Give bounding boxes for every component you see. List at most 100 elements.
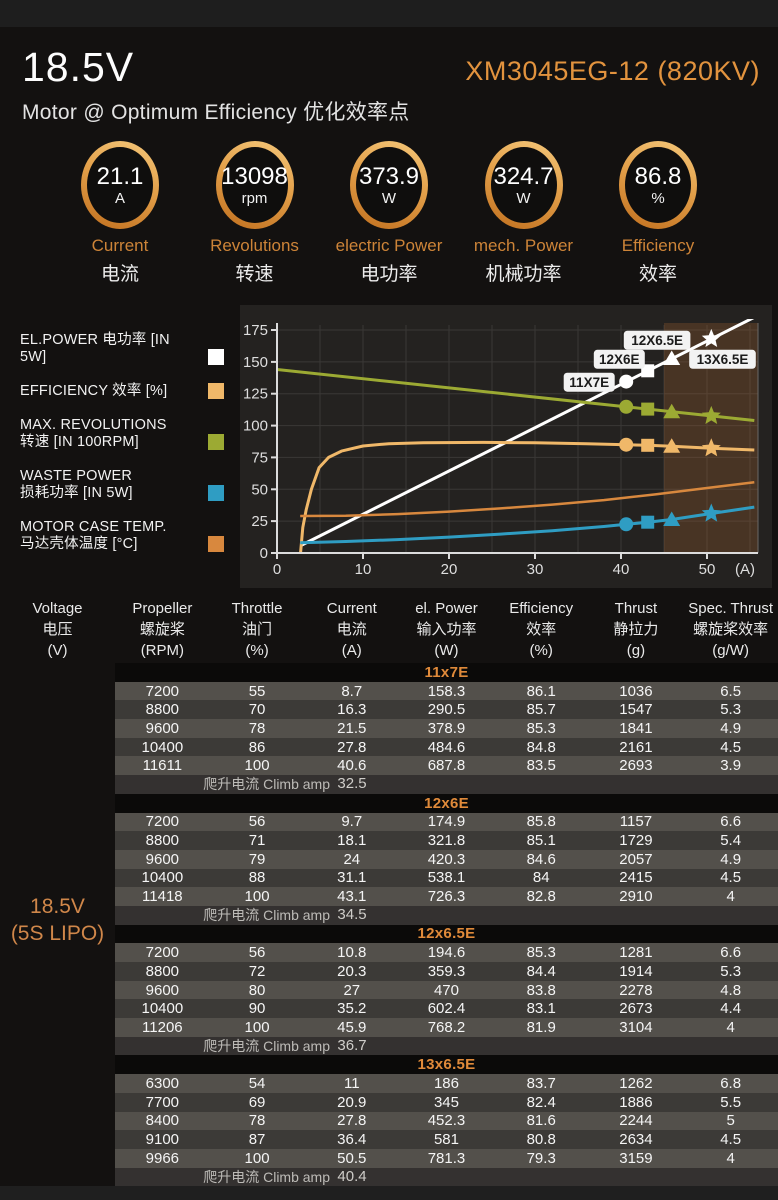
marker-triangle <box>663 350 681 365</box>
table-cell: 27.8 <box>337 738 367 756</box>
marker-circle <box>619 517 634 532</box>
table-cell: 11611 <box>142 757 183 775</box>
propeller-badge <box>689 349 756 369</box>
table-cell: 81.9 <box>526 1018 556 1036</box>
marker-circle <box>619 399 634 414</box>
table-row: 11206 100 45.9 768.2 81.9 3104 4 <box>115 1018 778 1037</box>
table-cell: 56 <box>248 944 266 962</box>
legend-item: EFFICIENCY 效率 [%] <box>20 383 224 400</box>
table-cell: 72 <box>248 962 266 980</box>
table-cell: 69 <box>248 1093 266 1111</box>
table-cell: 9966 <box>145 1149 180 1167</box>
table-cell: 1886 <box>619 1093 653 1111</box>
table-cell: 2244 <box>619 1112 653 1130</box>
table-cell: 8400 <box>145 1112 180 1130</box>
marker-square <box>641 402 655 416</box>
table-cell: 8800 <box>145 832 180 850</box>
table-cell: 321.8 <box>427 832 466 850</box>
climb-amp-value: 34.5 <box>337 905 367 923</box>
climb-amp-value: 36.7 <box>337 1036 367 1054</box>
marker-star <box>701 405 721 424</box>
performance-chart: 11X7E12X6E12X6.5E13X6.5E0255075100125150… <box>243 319 759 578</box>
table-cell: 85.3 <box>526 719 556 737</box>
legend-swatch-icon <box>208 349 224 365</box>
table-cell: 71 <box>248 832 266 850</box>
climb-amp-label: 爬升电流 Climb amp <box>203 1168 330 1185</box>
table-cell: 24 <box>343 850 361 868</box>
propeller-badge-label: 12X6.5E <box>631 333 683 348</box>
series-el_power <box>300 319 755 547</box>
battery-voltage-label: 18.5V (5S LIPO) <box>0 893 115 947</box>
table-cell: 2693 <box>619 757 653 775</box>
table-header-cell: Voltage 电压 (V) <box>32 600 83 659</box>
table-cell: 378.9 <box>427 719 466 737</box>
table-row: 10400 86 27.8 484.6 84.8 2161 4.5 <box>115 737 778 757</box>
climb-amp-row: 爬升电流 Climb amp 32.5 <box>115 775 778 794</box>
table-header-cell: Spec. Thrust 螺旋桨效率 (g/W) <box>688 600 774 659</box>
gauge-unit: A <box>114 189 125 207</box>
table-cell: 8.7 <box>341 682 363 700</box>
gauge-label-zh: 电流 <box>100 264 139 285</box>
table-cell: 31.1 <box>337 869 367 887</box>
spec-table-header: Voltage 电压 (V) Propeller 螺旋桨 (RPM) Throttle 油门(… <box>0 598 778 661</box>
table-cell: 86.1 <box>526 682 556 700</box>
battery-voltage-line2: (5S LIPO) <box>10 922 105 945</box>
table-cell: 4.5 <box>720 1131 742 1149</box>
table-cell: 83.5 <box>526 757 556 775</box>
gauge-efficiency: 86.8% Efficiency 效率 <box>597 141 719 286</box>
climb-amp-label: 爬升电流 Climb amp <box>203 1037 330 1054</box>
climb-amp-value: 32.5 <box>337 775 367 793</box>
table-cell: 1036 <box>619 682 653 700</box>
table-cell: 27.8 <box>337 1112 367 1130</box>
table-header-cell: el. Power 输入功率 (W) <box>415 600 478 659</box>
table-cell: 4 <box>726 1018 735 1036</box>
legend-label: WASTE POWER 损耗功率 [IN 5W] <box>20 468 133 501</box>
table-cell: 726.3 <box>427 888 466 906</box>
table-row: 8800 71 18.1 321.8 85.1 1729 5.4 <box>115 831 778 850</box>
table-cell: 1281 <box>619 944 653 962</box>
section-header-13x6.5E: 13x6.5E <box>115 1055 778 1075</box>
table-cell: 81.6 <box>526 1112 556 1130</box>
table-header-cell: Efficiency 效率 (%) <box>509 600 574 659</box>
table-cell: 5.4 <box>720 832 742 850</box>
table-cell: 5 <box>726 1112 735 1130</box>
marker-triangle <box>663 403 681 419</box>
table-row: 10400 88 31.1 538.1 84 2415 4.5 <box>115 868 778 888</box>
table-cell: 8800 <box>145 962 180 980</box>
gauge-ring: 373.9 W <box>350 141 428 229</box>
table-cell: 11418 <box>142 888 183 906</box>
gauge-label-en: Revolutions <box>210 236 299 255</box>
performance-chart-panel: 11X7E 12X6E 12X6.5E 13X6.5E 0 25 50 75 100 125 150… <box>240 305 772 588</box>
table-cell: 768.2 <box>427 1018 466 1036</box>
gauge-ring: 21.1 A <box>81 141 159 229</box>
table-cell: 84.4 <box>526 962 556 980</box>
gauge-value: 86.8 <box>634 162 682 190</box>
climb-amp-row: 爬升电流 Climb amp 34.5 <box>115 905 778 925</box>
table-cell: 87 <box>248 1131 266 1149</box>
gauge-label-en: Current <box>91 236 149 255</box>
table-cell: 43.1 <box>337 888 367 906</box>
y-tick-label: 0 <box>260 545 268 562</box>
table-cell: 45.9 <box>337 1018 367 1036</box>
table-cell: 50.5 <box>337 1149 367 1167</box>
table-cell: 21.5 <box>337 719 367 737</box>
table-row: 9600 80 27 470 83.8 2278 4.8 <box>115 980 778 1000</box>
legend-item: WASTE POWER 损耗功率 [IN 5W] <box>20 468 224 502</box>
y-tick-label: 175 <box>243 322 268 339</box>
table-cell: 3.9 <box>720 757 742 775</box>
propeller-badge <box>563 372 615 392</box>
motor-model-title: XM3045EG-12 (820KV) <box>465 56 760 86</box>
marker-star <box>701 438 721 457</box>
table-cell: 40.6 <box>337 757 367 775</box>
table-cell: 4 <box>726 1149 735 1167</box>
table-cell: 602.4 <box>427 1000 466 1018</box>
table-cell: 359.3 <box>427 962 466 980</box>
table-row: 7200 56 10.8 194.6 85.3 1281 6.6 <box>115 943 778 962</box>
y-tick-label: 150 <box>243 354 268 371</box>
table-cell: 10.8 <box>337 944 367 962</box>
series-waste_power <box>300 505 755 545</box>
legend-label: EL.POWER 电功率 [IN 5W] <box>20 332 170 365</box>
table-cell: 7200 <box>145 813 180 831</box>
table-row: 7200 55 8.7 158.3 86.1 1036 6.5 <box>115 681 778 701</box>
table-cell: 78 <box>248 1112 266 1130</box>
